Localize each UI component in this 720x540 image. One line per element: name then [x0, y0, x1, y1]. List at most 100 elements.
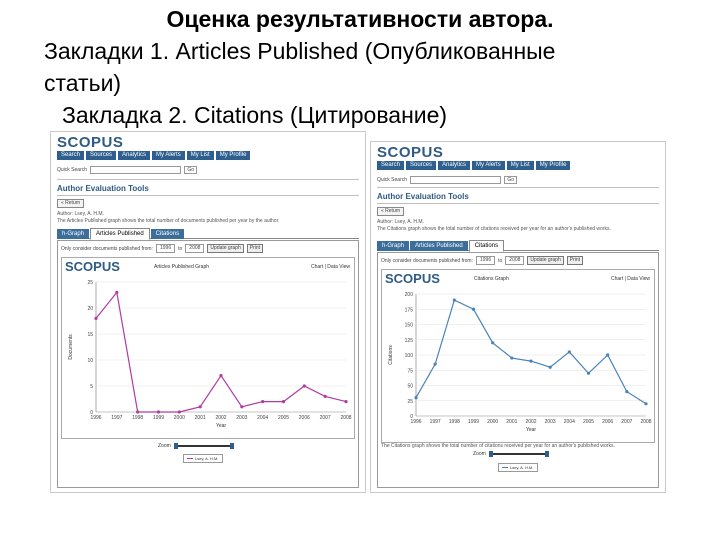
- data-point: [644, 402, 648, 406]
- quick-search: Quick Search Go: [57, 166, 197, 174]
- y-tick-label: 125: [405, 338, 414, 344]
- data-point: [177, 410, 181, 414]
- from-year-select[interactable]: 1996: [156, 244, 176, 253]
- y-tick-label: 200: [405, 292, 414, 298]
- nav-my-alerts[interactable]: My Alerts: [472, 161, 505, 170]
- tab-h-graph[interactable]: h-Graph: [377, 241, 410, 251]
- nav-sources[interactable]: Sources: [406, 161, 437, 170]
- go-button[interactable]: Go: [184, 166, 197, 174]
- to-year-select[interactable]: 2008: [185, 244, 205, 253]
- divider: [377, 203, 659, 204]
- y-tick-label: 50: [407, 384, 413, 390]
- chart-data-links[interactable]: Chart | Data View: [310, 264, 350, 270]
- zoom-slider[interactable]: [488, 451, 549, 457]
- x-tick-label: 1996: [90, 415, 101, 421]
- y-tick-label: 10: [87, 358, 93, 364]
- nav-analytics[interactable]: Analytics: [438, 161, 471, 170]
- print-button[interactable]: Print: [246, 244, 264, 253]
- data-point: [94, 316, 98, 320]
- to-label: to: [178, 245, 183, 252]
- go-button[interactable]: Go: [504, 176, 517, 184]
- x-tick-label: 2007: [621, 419, 632, 425]
- range-label: Only consider documents published from:: [381, 257, 473, 264]
- year-range-bar: Only consider documents published from: …: [61, 244, 355, 253]
- chart-data-links[interactable]: Chart | Data View: [610, 276, 650, 282]
- x-tick-label: 1998: [132, 415, 143, 421]
- return-button[interactable]: « Return: [377, 207, 405, 216]
- tab-articles-published[interactable]: Articles Published: [90, 228, 150, 240]
- x-tick-label: 2003: [236, 415, 247, 421]
- x-tick-label: 1998: [449, 419, 460, 425]
- to-label: to: [498, 257, 503, 264]
- slide-line-2: статьи): [44, 70, 122, 96]
- x-tick-label: 2008: [640, 419, 651, 425]
- zoom-label: Zoom: [473, 451, 486, 457]
- nav-my-list[interactable]: My List: [186, 151, 214, 160]
- tab-bar: h-Graph Articles Published Citations: [377, 240, 659, 252]
- zoom-slider[interactable]: [173, 443, 234, 449]
- tab-h-graph[interactable]: h-Graph: [57, 229, 90, 239]
- data-point: [606, 353, 610, 357]
- quick-search-input[interactable]: [410, 176, 502, 184]
- y-axis-title: Citations: [388, 345, 394, 365]
- x-tick-label: 1997: [430, 419, 441, 425]
- data-point: [433, 362, 437, 366]
- update-graph-button[interactable]: Update graph: [527, 256, 564, 265]
- x-tick-label: 2006: [299, 415, 310, 421]
- slide-line-3: Закладка 2. Citations (Цитирование): [62, 102, 448, 128]
- chart-frame: SCOPUS Citations Graph Chart | Data View…: [381, 269, 655, 443]
- tab-citations[interactable]: Citations: [468, 240, 505, 252]
- x-tick-label: 1999: [153, 415, 164, 421]
- tool-title: Author Evaluation Tools: [57, 184, 149, 193]
- to-year-select[interactable]: 2008: [505, 256, 525, 265]
- divider: [57, 179, 359, 180]
- zoom-handle-end[interactable]: [229, 443, 234, 449]
- range-label: Only consider documents published from:: [61, 245, 153, 252]
- screenshot-articles-published: SCOPUS Search Sources Analytics My Alert…: [50, 131, 366, 493]
- nav-search[interactable]: Search: [377, 161, 405, 170]
- tab-citations[interactable]: Citations: [150, 229, 185, 239]
- tab-articles-published[interactable]: Articles Published: [410, 241, 468, 251]
- x-tick-label: 1997: [111, 415, 122, 421]
- y-tick-label: 5: [90, 384, 93, 390]
- data-point: [548, 365, 552, 369]
- quick-search-label: Quick Search: [377, 177, 408, 183]
- author-name: Author: Lsey, A. H.M.: [57, 211, 104, 217]
- from-year-select[interactable]: 1996: [476, 256, 496, 265]
- quick-search-input[interactable]: [90, 166, 182, 174]
- tab-bar: h-Graph Articles Published Citations: [57, 228, 359, 240]
- update-graph-button[interactable]: Update graph: [207, 244, 244, 253]
- nav-my-profile[interactable]: My Profile: [535, 161, 571, 170]
- data-point: [156, 410, 161, 414]
- nav-my-profile[interactable]: My Profile: [215, 151, 251, 160]
- x-tick-label: 2000: [487, 419, 498, 425]
- nav-my-alerts[interactable]: My Alerts: [152, 151, 185, 160]
- legend-swatch: [187, 458, 193, 459]
- x-tick-label: 2002: [215, 415, 226, 421]
- data-point: [344, 400, 348, 404]
- nav-bar: Search Sources Analytics My Alerts My Li…: [377, 161, 571, 170]
- nav-analytics[interactable]: Analytics: [118, 151, 151, 160]
- nav-search[interactable]: Search: [57, 151, 85, 160]
- print-button[interactable]: Print: [566, 256, 584, 265]
- zoom-handle-start[interactable]: [488, 451, 493, 457]
- scopus-logo: SCOPUS: [57, 134, 124, 151]
- quick-search: Quick Search Go: [377, 176, 517, 184]
- x-tick-label: 2006: [602, 419, 613, 425]
- data-point: [136, 410, 140, 414]
- tool-description: The Articles Published graph shows the t…: [57, 218, 280, 224]
- nav-sources[interactable]: Sources: [86, 151, 117, 160]
- data-point: [414, 396, 418, 400]
- x-tick-label: 1996: [410, 419, 421, 425]
- data-point: [261, 400, 265, 404]
- tool-description-repeat: The Citations graph shows the total numb…: [381, 443, 615, 449]
- zoom-handle-end[interactable]: [544, 451, 549, 457]
- chart-frame: SCOPUS Articles Published Graph Chart | …: [61, 257, 355, 439]
- nav-my-list[interactable]: My List: [506, 161, 534, 170]
- zoom-handle-start[interactable]: [173, 443, 178, 449]
- author-name: Author: Lsey, A. H.M.: [377, 219, 424, 225]
- y-tick-label: 75: [407, 368, 413, 374]
- return-button[interactable]: « Return: [57, 199, 85, 208]
- citations-chart: 0 25 50 75 100 125 150 175 200 1996 1997 1998 1999 20…: [388, 292, 652, 433]
- series-line: [95, 290, 347, 413]
